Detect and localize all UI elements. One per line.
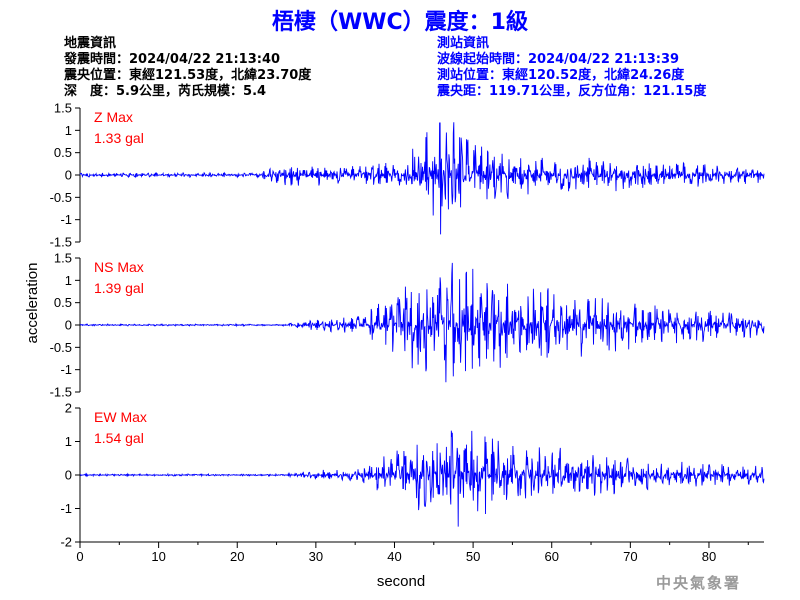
x-tick-label: 30 xyxy=(309,549,323,564)
y-tick-label: -0.5 xyxy=(50,190,72,205)
epicenter-location: 震央位置：東經121.53度，北緯23.70度 xyxy=(64,68,312,83)
y-axis-label: acceleration xyxy=(24,263,41,344)
y-tick-label: -1.5 xyxy=(50,385,72,400)
y-tick-label: 1.5 xyxy=(54,101,72,116)
y-tick-label: 2 xyxy=(65,401,72,416)
y-tick-label: -1 xyxy=(60,501,72,516)
y-tick-label: 1 xyxy=(65,434,72,449)
waveform-ew xyxy=(79,430,765,527)
quake-info: 地震資訊 發震時間：2024/04/22 21:13:40 震央位置：東經121… xyxy=(64,36,311,100)
panel-ew: 2 1 0 -1 -2 EW Max 1.54 gal xyxy=(60,401,765,550)
y-tick-label: 0 xyxy=(65,468,72,483)
max-value-ew: 1.54 gal xyxy=(94,430,144,446)
x-axis-label: second xyxy=(377,573,425,590)
x-tick-label: 10 xyxy=(151,549,165,564)
y-tick-label: 0.5 xyxy=(54,295,72,310)
y-tick-label: -1 xyxy=(60,362,72,377)
max-title-ns: NS Max xyxy=(94,259,144,275)
station-info-heading: 測站資訊 xyxy=(437,36,490,51)
y-tick-label: -1.5 xyxy=(50,235,72,250)
origin-time: 發震時間：2024/04/22 21:13:40 xyxy=(64,52,281,67)
panel-z: 1.5 1 0.5 0 -0.5 -1 -1.5 Z Max 1.33 gal xyxy=(50,101,765,250)
station-location: 測站位置：東經120.52度，北緯24.26度 xyxy=(437,68,685,83)
max-value-ns: 1.39 gal xyxy=(94,280,144,296)
y-tick-label: -0.5 xyxy=(50,340,72,355)
y-tick-label: -2 xyxy=(60,535,72,550)
depth-magnitude: 深 度：5.9公里，芮氏規模：5.4 xyxy=(64,84,267,99)
x-tick-label: 50 xyxy=(466,549,480,564)
quake-info-heading: 地震資訊 xyxy=(64,36,117,51)
y-tick-label: 0 xyxy=(65,318,72,333)
y-tick-label: 0.5 xyxy=(54,145,72,160)
max-value-z: 1.33 gal xyxy=(94,130,144,146)
x-tick-label: 20 xyxy=(230,549,244,564)
x-tick-label: 60 xyxy=(544,549,558,564)
x-tick-label: 80 xyxy=(702,549,716,564)
y-tick-label: -1 xyxy=(60,212,72,227)
waveform-z xyxy=(79,122,765,235)
panel-ns: 1.5 1 0.5 0 -0.5 -1 -1.5 NS Max 1.39 gal xyxy=(50,251,765,400)
max-title-z: Z Max xyxy=(94,109,133,125)
max-title-ew: EW Max xyxy=(94,409,147,425)
station-info: 測站資訊 波線起始時間：2024/04/22 21:13:39 測站位置：東經1… xyxy=(437,36,706,100)
y-tick-label: 1 xyxy=(65,273,72,288)
chart-title: 梧棲（WWC）震度：1級 xyxy=(272,10,528,35)
waveform-ns xyxy=(79,262,765,383)
waveform-start-time: 波線起始時間：2024/04/22 21:13:39 xyxy=(437,52,680,67)
x-tick-label: 0 xyxy=(76,549,83,564)
x-tick-label: 70 xyxy=(623,549,637,564)
y-tick-label: 1 xyxy=(65,123,72,138)
agency-watermark: 中央氣象署 xyxy=(656,574,742,592)
epicentral-distance: 震央距：119.71公里，反方位角：121.15度 xyxy=(437,84,707,99)
x-tick-label: 40 xyxy=(387,549,401,564)
y-tick-label: 1.5 xyxy=(54,251,72,266)
y-tick-label: 0 xyxy=(65,168,72,183)
